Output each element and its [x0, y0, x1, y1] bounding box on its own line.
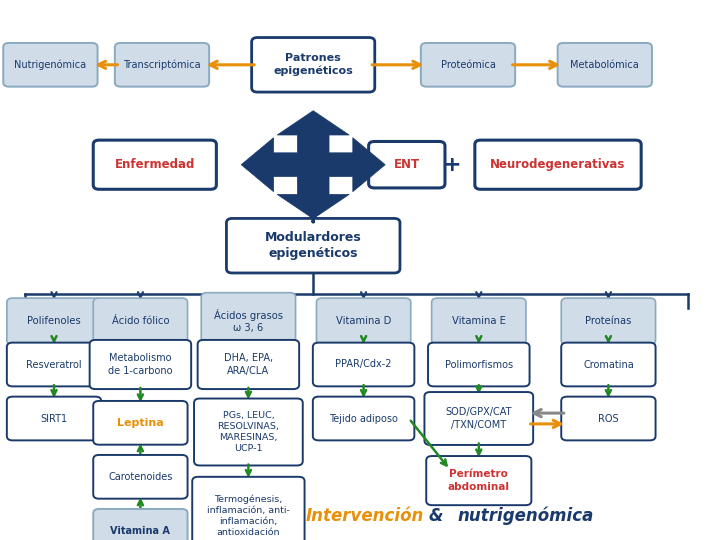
Text: Resveratrol: Resveratrol — [26, 360, 82, 369]
Text: Ácido fólico: Ácido fólico — [112, 316, 169, 326]
FancyBboxPatch shape — [369, 141, 445, 188]
Text: Vitamina E: Vitamina E — [452, 316, 505, 326]
Text: Vitamina A: Vitamina A — [110, 526, 171, 536]
FancyBboxPatch shape — [115, 43, 209, 86]
FancyBboxPatch shape — [425, 392, 534, 445]
FancyBboxPatch shape — [420, 43, 516, 86]
Text: Ácidos grasos
ω 3, 6: Ácidos grasos ω 3, 6 — [214, 309, 283, 334]
FancyBboxPatch shape — [557, 43, 652, 86]
FancyBboxPatch shape — [201, 293, 296, 350]
FancyBboxPatch shape — [6, 342, 101, 387]
Text: PPAR/Cdx-2: PPAR/Cdx-2 — [336, 360, 392, 369]
Text: PGs, LEUC,
RESOLVINAS,
MARESINAS,
UCP-1: PGs, LEUC, RESOLVINAS, MARESINAS, UCP-1 — [217, 411, 279, 453]
FancyBboxPatch shape — [6, 298, 101, 345]
Text: Polifenoles: Polifenoles — [27, 316, 81, 326]
FancyBboxPatch shape — [252, 38, 374, 92]
FancyBboxPatch shape — [94, 298, 187, 345]
FancyBboxPatch shape — [562, 298, 655, 345]
FancyBboxPatch shape — [194, 399, 302, 465]
Text: ROS: ROS — [598, 414, 618, 423]
Text: Neurodegenerativas: Neurodegenerativas — [490, 158, 626, 171]
Text: Proteínas: Proteínas — [585, 316, 631, 326]
FancyBboxPatch shape — [89, 340, 192, 389]
Text: Vitamina D: Vitamina D — [336, 316, 391, 326]
Text: Metabolismo
de 1-carbono: Metabolismo de 1-carbono — [108, 353, 173, 376]
FancyBboxPatch shape — [562, 396, 655, 441]
Text: Termogénesis,
inflamación, anti-
inflamación,
antioxidación: Termogénesis, inflamación, anti- inflama… — [207, 494, 290, 537]
Text: Proteómica: Proteómica — [441, 60, 495, 70]
FancyBboxPatch shape — [192, 477, 305, 540]
Text: Tejido adiposo: Tejido adiposo — [329, 414, 398, 423]
Text: Enfermedad: Enfermedad — [114, 158, 195, 171]
Text: Patrones
epigenéticos: Patrones epigenéticos — [274, 53, 353, 76]
FancyBboxPatch shape — [426, 456, 531, 505]
FancyBboxPatch shape — [312, 342, 415, 387]
FancyBboxPatch shape — [312, 396, 415, 441]
FancyBboxPatch shape — [197, 340, 300, 389]
Text: ENT: ENT — [394, 158, 420, 171]
FancyBboxPatch shape — [226, 218, 400, 273]
Text: DHA, EPA,
ARA/CLA: DHA, EPA, ARA/CLA — [224, 353, 273, 376]
Text: Cromatina: Cromatina — [583, 360, 634, 369]
FancyBboxPatch shape — [6, 396, 101, 441]
FancyBboxPatch shape — [4, 43, 98, 86]
Text: SOD/GPX/CAT
/TXN/COMT: SOD/GPX/CAT /TXN/COMT — [446, 407, 512, 430]
Text: Nutrigenómica: Nutrigenómica — [14, 59, 86, 70]
FancyBboxPatch shape — [94, 401, 187, 444]
FancyBboxPatch shape — [432, 298, 526, 345]
FancyBboxPatch shape — [94, 455, 187, 499]
Text: Metabolómica: Metabolómica — [570, 60, 639, 70]
FancyBboxPatch shape — [94, 140, 216, 190]
Text: Polimorfismos: Polimorfismos — [445, 360, 513, 369]
FancyBboxPatch shape — [317, 298, 410, 345]
Text: Transcriptómica: Transcriptómica — [123, 59, 201, 70]
FancyBboxPatch shape — [428, 342, 530, 387]
Text: Leptina: Leptina — [117, 418, 163, 428]
FancyBboxPatch shape — [475, 140, 641, 190]
Text: Carotenoides: Carotenoides — [108, 472, 173, 482]
Text: Intervención: Intervención — [306, 507, 424, 525]
Polygon shape — [241, 111, 385, 219]
FancyBboxPatch shape — [94, 509, 187, 540]
Text: &: & — [428, 507, 443, 525]
Text: nutrigenómica: nutrigenómica — [457, 507, 593, 525]
Text: +: + — [442, 154, 461, 175]
Text: Modulardores
epigenéticos: Modulardores epigenéticos — [265, 231, 361, 260]
Text: SIRT1: SIRT1 — [40, 414, 68, 423]
FancyBboxPatch shape — [562, 342, 655, 387]
Text: Perímetro
abdominal: Perímetro abdominal — [448, 469, 510, 492]
